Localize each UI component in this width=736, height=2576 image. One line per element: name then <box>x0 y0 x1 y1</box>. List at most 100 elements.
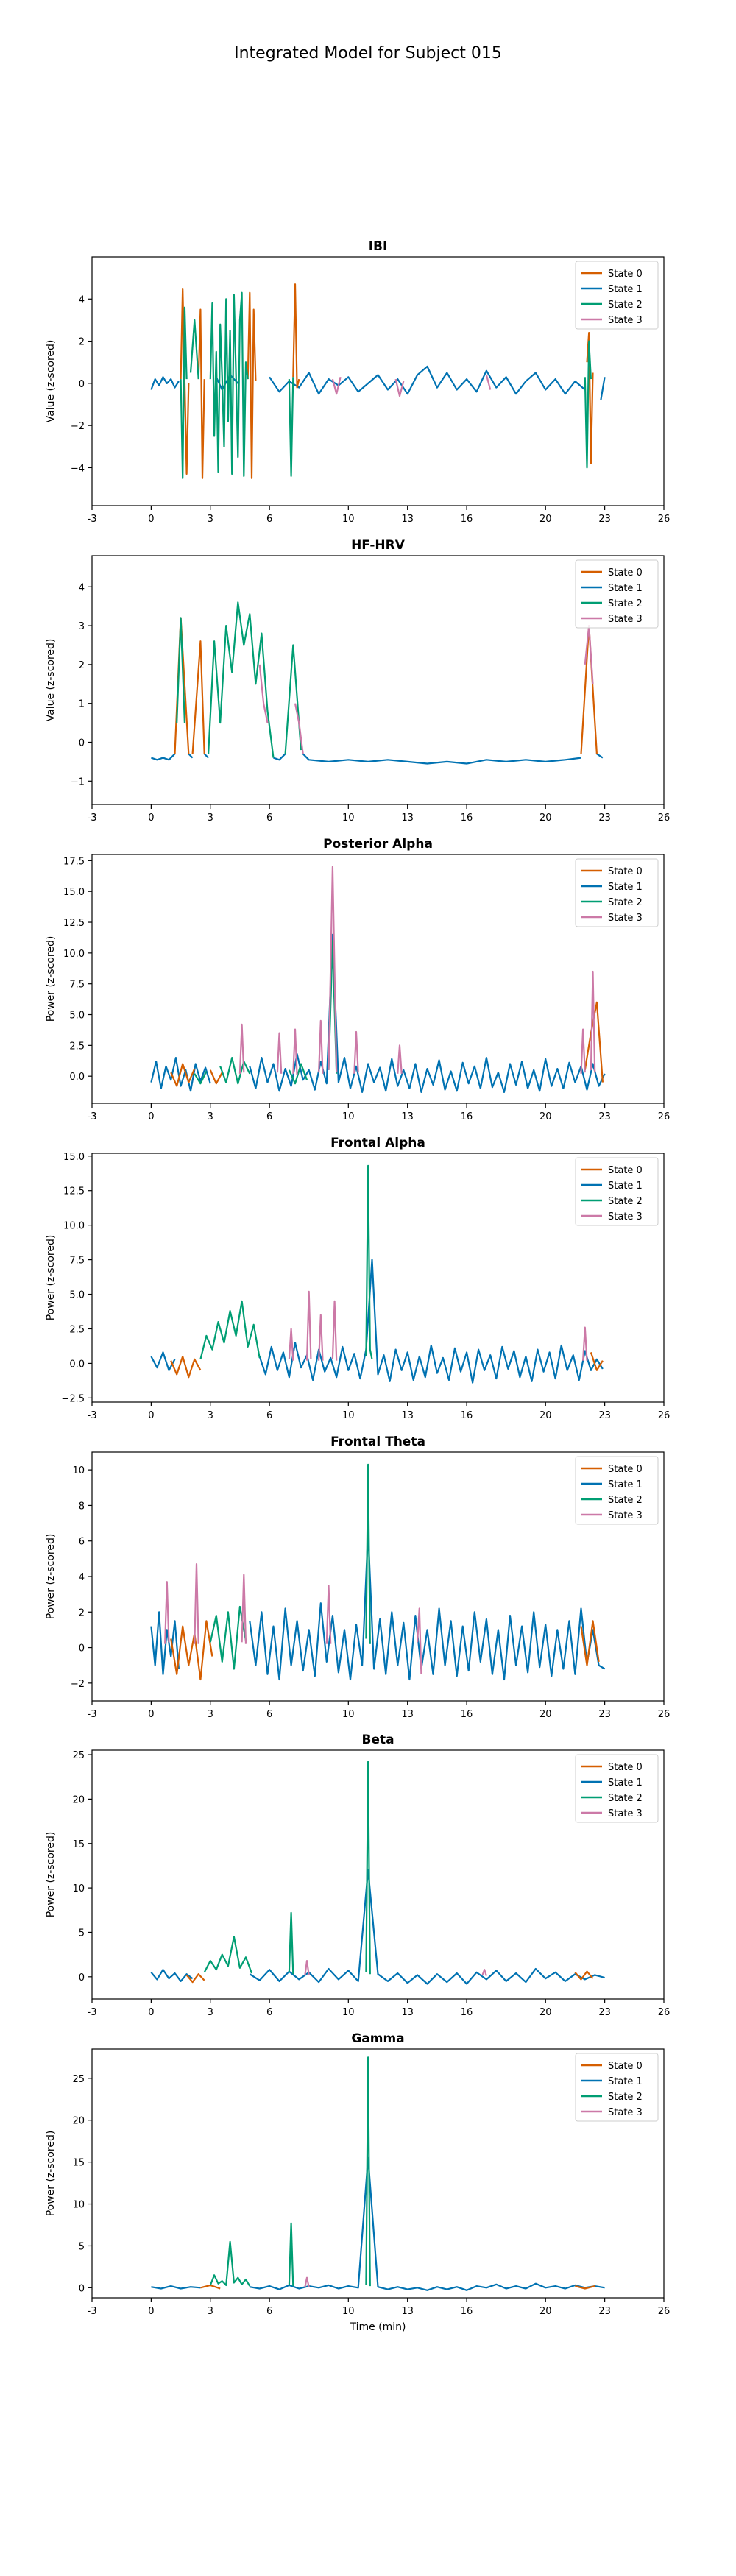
series-line-state-1 <box>150 376 180 390</box>
y-tick-label: 2.5 <box>69 1041 85 1052</box>
axes-frame <box>91 555 665 805</box>
series-line-state-2 <box>365 1463 371 1644</box>
y-tick-label: 10 <box>72 1465 85 1476</box>
y-tick-label: 6 <box>79 1537 85 1548</box>
legend-label: State 2 <box>608 1196 643 1207</box>
y-axis-label: Power (z-scored) <box>45 1235 57 1321</box>
x-tick-label: 0 <box>148 1709 154 1720</box>
series-line-state-0 <box>170 1355 202 1379</box>
plot-lines <box>151 2056 605 2291</box>
plot-lines <box>150 866 606 1094</box>
y-tick-label: 12.5 <box>63 1186 85 1197</box>
x-tick-label: -3 <box>88 813 97 824</box>
y-tick-label: 0 <box>79 2283 85 2294</box>
series-line-state-3 <box>325 1585 332 1644</box>
legend-label: State 2 <box>608 2092 643 2103</box>
legend-label: State 1 <box>608 284 643 295</box>
series-line-state-2 <box>365 1164 373 1360</box>
y-tick-label: 15.0 <box>63 1152 85 1163</box>
x-tick-label: 6 <box>266 1709 272 1720</box>
series-line-state-3 <box>238 1023 245 1074</box>
x-tick-label: 3 <box>208 1111 213 1122</box>
x-tick-label: 26 <box>658 2007 670 2018</box>
subplot-frontal-theta: Frontal Theta Power (z-scored) −2 0 2 4 6 8 10 -3… <box>45 1434 670 1720</box>
x-tick-label: 6 <box>266 2306 272 2317</box>
y-tick-label: 10.0 <box>63 1221 85 1232</box>
axes-frame <box>91 1153 665 1403</box>
series-line-state-2 <box>365 1761 371 1975</box>
series-line-state-0 <box>191 640 205 754</box>
x-tick-label: -3 <box>88 2306 97 2317</box>
series-line-state-1 <box>302 753 581 765</box>
y-axis-label: Power (z-scored) <box>45 1832 57 1918</box>
x-tick-label: 26 <box>658 1410 670 1421</box>
x-tick-label: 23 <box>598 1111 611 1122</box>
series-line-state-1 <box>273 753 286 761</box>
series-line-state-0 <box>209 1069 223 1085</box>
x-tick-label: -3 <box>88 1410 97 1421</box>
x-tick-label: 20 <box>539 1410 552 1421</box>
axes-frame <box>91 2048 665 2299</box>
x-tick-label: -3 <box>88 1709 97 1720</box>
y-axis-label: Power (z-scored) <box>45 2131 57 2217</box>
series-line-state-0 <box>180 287 190 475</box>
y-tick-label: 5.0 <box>69 1011 85 1022</box>
x-tick-label: 3 <box>208 2007 213 2018</box>
x-tick-label: -3 <box>88 514 97 525</box>
axes-frame <box>91 854 665 1104</box>
x-tick-label: 6 <box>266 514 272 525</box>
y-tick-label: 2.5 <box>69 1324 85 1335</box>
series-line-state-2 <box>365 2056 371 2287</box>
x-tick-label: 20 <box>539 1111 552 1122</box>
legend: State 0 State 1 State 2 State 3 <box>575 261 659 330</box>
series-line-state-1 <box>151 2285 201 2290</box>
legend: State 0 State 1 State 2 State 3 <box>575 2053 659 2122</box>
series-line-state-1 <box>600 377 606 400</box>
y-tick-label: 0 <box>79 738 85 749</box>
figure-suptitle: Integrated Model for Subject 015 <box>234 44 502 63</box>
x-tick-label: 26 <box>658 813 670 824</box>
series-line-state-3 <box>294 703 304 754</box>
subplot-title: HF-HRV <box>351 538 406 553</box>
series-line-state-3 <box>417 1607 422 1674</box>
series-line-state-1 <box>596 753 604 759</box>
x-tick-label: 13 <box>401 514 414 525</box>
series-line-state-2 <box>203 1936 253 1974</box>
legend-label: State 1 <box>608 1777 643 1788</box>
series-line-state-0 <box>170 1620 213 1681</box>
y-tick-label: 0.0 <box>69 1072 85 1083</box>
plot-lines <box>150 1164 604 1384</box>
x-tick-label: 23 <box>598 2007 611 2018</box>
series-line-state-3 <box>397 1044 403 1074</box>
x-tick-label: 26 <box>658 1709 670 1720</box>
series-line-state-0 <box>197 308 205 479</box>
series-line-state-2 <box>176 617 185 723</box>
subplot-gamma: Gamma Power (z-scored) 0 5 10 15 20 25 -3 0 3 6 10 13… <box>45 2031 670 2317</box>
x-tick-label: 10 <box>342 514 355 525</box>
legend-label: State 0 <box>608 1165 643 1176</box>
series-line-state-2 <box>180 306 188 479</box>
legend-label: State 3 <box>608 913 643 924</box>
x-tick-label: 23 <box>598 2306 611 2317</box>
y-tick-label: −2.5 <box>61 1393 85 1404</box>
x-tick-label: 3 <box>208 2306 213 2317</box>
series-line-state-2 <box>288 377 294 478</box>
series-line-state-1 <box>150 1969 194 1982</box>
plot-lines <box>150 1463 606 1681</box>
subplot-title: Frontal Alpha <box>330 1136 425 1150</box>
x-tick-label: 6 <box>266 813 272 824</box>
series-line-state-2 <box>584 340 592 469</box>
series-line-state-1 <box>151 753 176 761</box>
series-line-state-2 <box>209 291 249 478</box>
x-tick-label: 20 <box>539 2007 552 2018</box>
series-line-state-0 <box>247 291 257 479</box>
series-line-state-3 <box>241 1574 247 1644</box>
x-tick-label: 6 <box>266 1410 272 1421</box>
series-line-state-3 <box>194 1563 199 1644</box>
y-tick-label: 17.5 <box>63 856 85 867</box>
x-tick-label: -3 <box>88 2007 97 2018</box>
legend-label: State 3 <box>608 1510 643 1521</box>
x-tick-label: 16 <box>461 813 473 824</box>
